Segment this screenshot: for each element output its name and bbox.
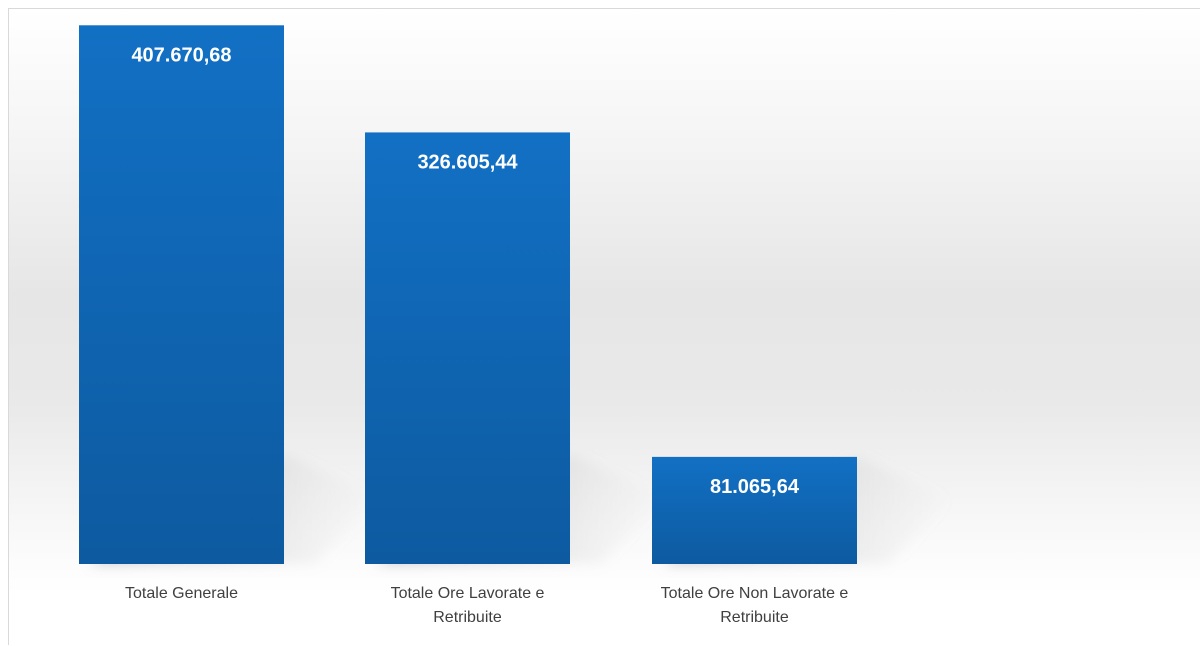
category-label-1: Totale Generale xyxy=(125,585,238,602)
category-label-2: Totale Ore Lavorate e Retribuite xyxy=(391,585,545,626)
bar-chart: 407.670,68 Totale Generale 326.605,44 Total… xyxy=(79,25,952,626)
bar-3 xyxy=(652,456,857,564)
data-label-3: 81.065,64 xyxy=(710,476,800,498)
category-label-3: Totale Ore Non Lavorate e Retribuite xyxy=(661,585,849,626)
bar-1 xyxy=(79,25,284,565)
chart-frame: 407.670,68 Totale Generale 326.605,44 Total… xyxy=(8,8,1200,645)
data-label-1: 407.670,68 xyxy=(131,44,231,66)
data-label-2: 326.605,44 xyxy=(417,151,518,173)
bar-2 xyxy=(365,132,570,564)
